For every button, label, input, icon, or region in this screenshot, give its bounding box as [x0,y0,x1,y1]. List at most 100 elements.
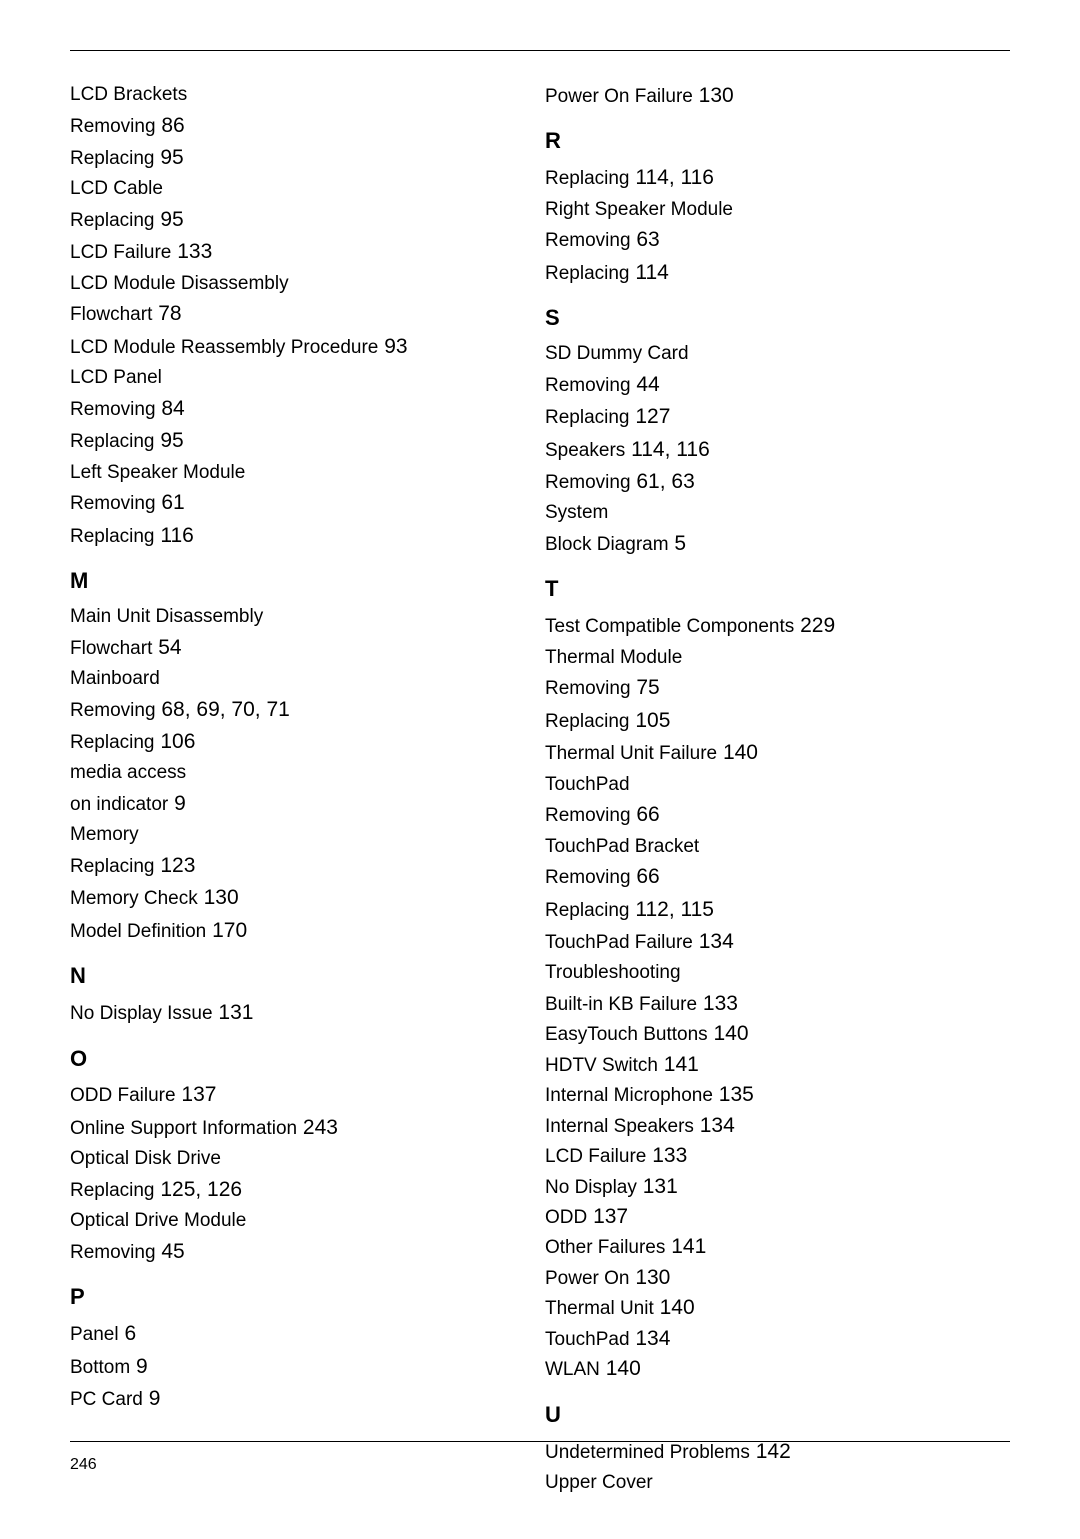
index-entry-page: 137 [587,1205,628,1228]
index-entry-text: Replacing [70,148,155,169]
index-entry-text: Removing [70,493,156,514]
index-entry-text: Test Compatible Components [545,616,794,637]
index-entry-page: 131 [213,1001,254,1024]
index-entry-page: 9 [168,792,186,815]
index-entry-text: LCD Failure [545,1146,646,1167]
index-entry-text: Replacing [70,431,155,452]
top-rule [70,50,1010,51]
index-entry-text: Removing [70,1242,156,1263]
index-entry: Removing 63 [545,225,1010,255]
index-entry: Built-in KB Failure 133 [545,989,1010,1019]
index-entry-page: 125, 126 [155,1178,243,1201]
index-entry-page: 105 [630,709,671,732]
index-entry-text: Replacing [545,168,630,189]
section-letter: M [70,565,535,597]
index-entry-page: 140 [717,741,758,764]
section-letter: N [70,960,535,992]
index-entry: Power On 130 [545,1263,1010,1293]
index-entry-text: LCD Failure [70,242,171,263]
index-entry: Replacing 123 [70,851,535,881]
index-entry-text: Removing [545,472,631,493]
index-entry-text: Optical Disk Drive [70,1148,221,1169]
index-entry: Thermal Unit 140 [545,1293,1010,1323]
index-entry-page: 61, 63 [631,470,695,493]
index-entry-text: Panel [70,1324,119,1345]
index-entry-text: Optical Drive Module [70,1210,246,1231]
index-entry: LCD Module Reassembly Procedure 93 [70,332,535,362]
index-entry: Bottom 9 [70,1352,535,1382]
index-entry-page: 140 [654,1296,695,1319]
index-entry-text: TouchPad Failure [545,932,693,953]
index-entry-text: ODD [545,1207,587,1228]
index-entry: Block Diagram 5 [545,529,1010,559]
index-entry-page: 45 [156,1240,185,1263]
index-entry: TouchPad [545,771,1010,799]
index-entry-page: 116 [155,524,194,547]
index-entry: Removing 61, 63 [545,467,1010,497]
section-letter: R [545,125,1010,157]
index-entry-text: SD Dummy Card [545,343,689,364]
index-entry-text: Bottom [70,1357,130,1378]
index-entry: Speakers 114, 116 [545,435,1010,465]
index-entry-page: 135 [713,1083,754,1106]
index-entry-text: Replacing [70,210,155,231]
section-letter: U [545,1399,1010,1431]
index-entry-text: Main Unit Disassembly [70,606,263,627]
index-entry: Removing 61 [70,488,535,518]
index-entry-text: Internal Microphone [545,1085,713,1106]
index-entry-text: Block Diagram [545,534,669,555]
index-entry-text: Speakers [545,440,625,461]
index-entry: Flowchart 78 [70,299,535,329]
index-entry: Replacing 95 [70,205,535,235]
index-entry-text: Memory [70,824,139,845]
index-entry: LCD Failure 133 [545,1141,1010,1171]
index-entry-text: Mainboard [70,668,160,689]
page-number: 246 [70,1456,97,1474]
index-entry-text: LCD Cable [70,178,163,199]
index-entry: Removing 66 [545,800,1010,830]
index-entry-page: 78 [152,302,181,325]
index-entry: Left Speaker Module [70,459,535,487]
index-entry-text: Model Definition [70,921,206,942]
index-entry-text: Memory Check [70,888,198,909]
index-entry-text: Other Failures [545,1237,665,1258]
index-entry-text: LCD Panel [70,367,162,388]
index-entry: Removing 68, 69, 70, 71 [70,695,535,725]
index-entry: TouchPad Bracket [545,833,1010,861]
index-entry-text: Replacing [70,856,155,877]
section-letter: S [545,302,1010,334]
index-entry-page: 68, 69, 70, 71 [156,698,290,721]
index-entry-text: Removing [545,375,631,396]
index-entry-text: Removing [70,116,156,137]
index-entry: Model Definition 170 [70,916,535,946]
index-entry-text: No Display Issue [70,1003,213,1024]
index-entry-text: Power On [545,1268,629,1289]
index-entry: Optical Drive Module [70,1207,535,1235]
index-entry-page: 134 [693,930,734,953]
index-columns: LCD BracketsRemoving 86Replacing 95LCD C… [70,79,1010,1499]
index-entry: Removing 66 [545,862,1010,892]
index-entry: HDTV Switch 141 [545,1050,1010,1080]
index-entry-page: 140 [600,1357,641,1380]
index-column-left: LCD BracketsRemoving 86Replacing 95LCD C… [70,79,535,1499]
index-entry-page: 170 [206,919,247,942]
index-entry-text: Replacing [545,263,630,284]
index-entry: TouchPad 134 [545,1324,1010,1354]
index-entry-page: 114 [630,261,669,284]
index-entry-page: 9 [130,1355,148,1378]
index-entry: Other Failures 141 [545,1232,1010,1262]
index-entry: Replacing 112, 115 [545,895,1010,925]
index-entry-page: 134 [630,1327,671,1350]
index-entry-page: 141 [665,1235,706,1258]
index-entry: PC Card 9 [70,1384,535,1414]
index-entry-page: 95 [155,429,184,452]
index-entry-text: Replacing [545,711,630,732]
index-entry-page: 61 [156,491,185,514]
index-entry-page: 93 [378,335,407,358]
index-entry-text: Troubleshooting [545,962,681,983]
index-entry: ODD 137 [545,1202,1010,1232]
index-entry-page: 84 [156,397,185,420]
index-column-right: Power On Failure 130RReplacing 114, 116R… [545,79,1010,1499]
index-entry: media access [70,759,535,787]
index-entry-page: 66 [631,865,660,888]
